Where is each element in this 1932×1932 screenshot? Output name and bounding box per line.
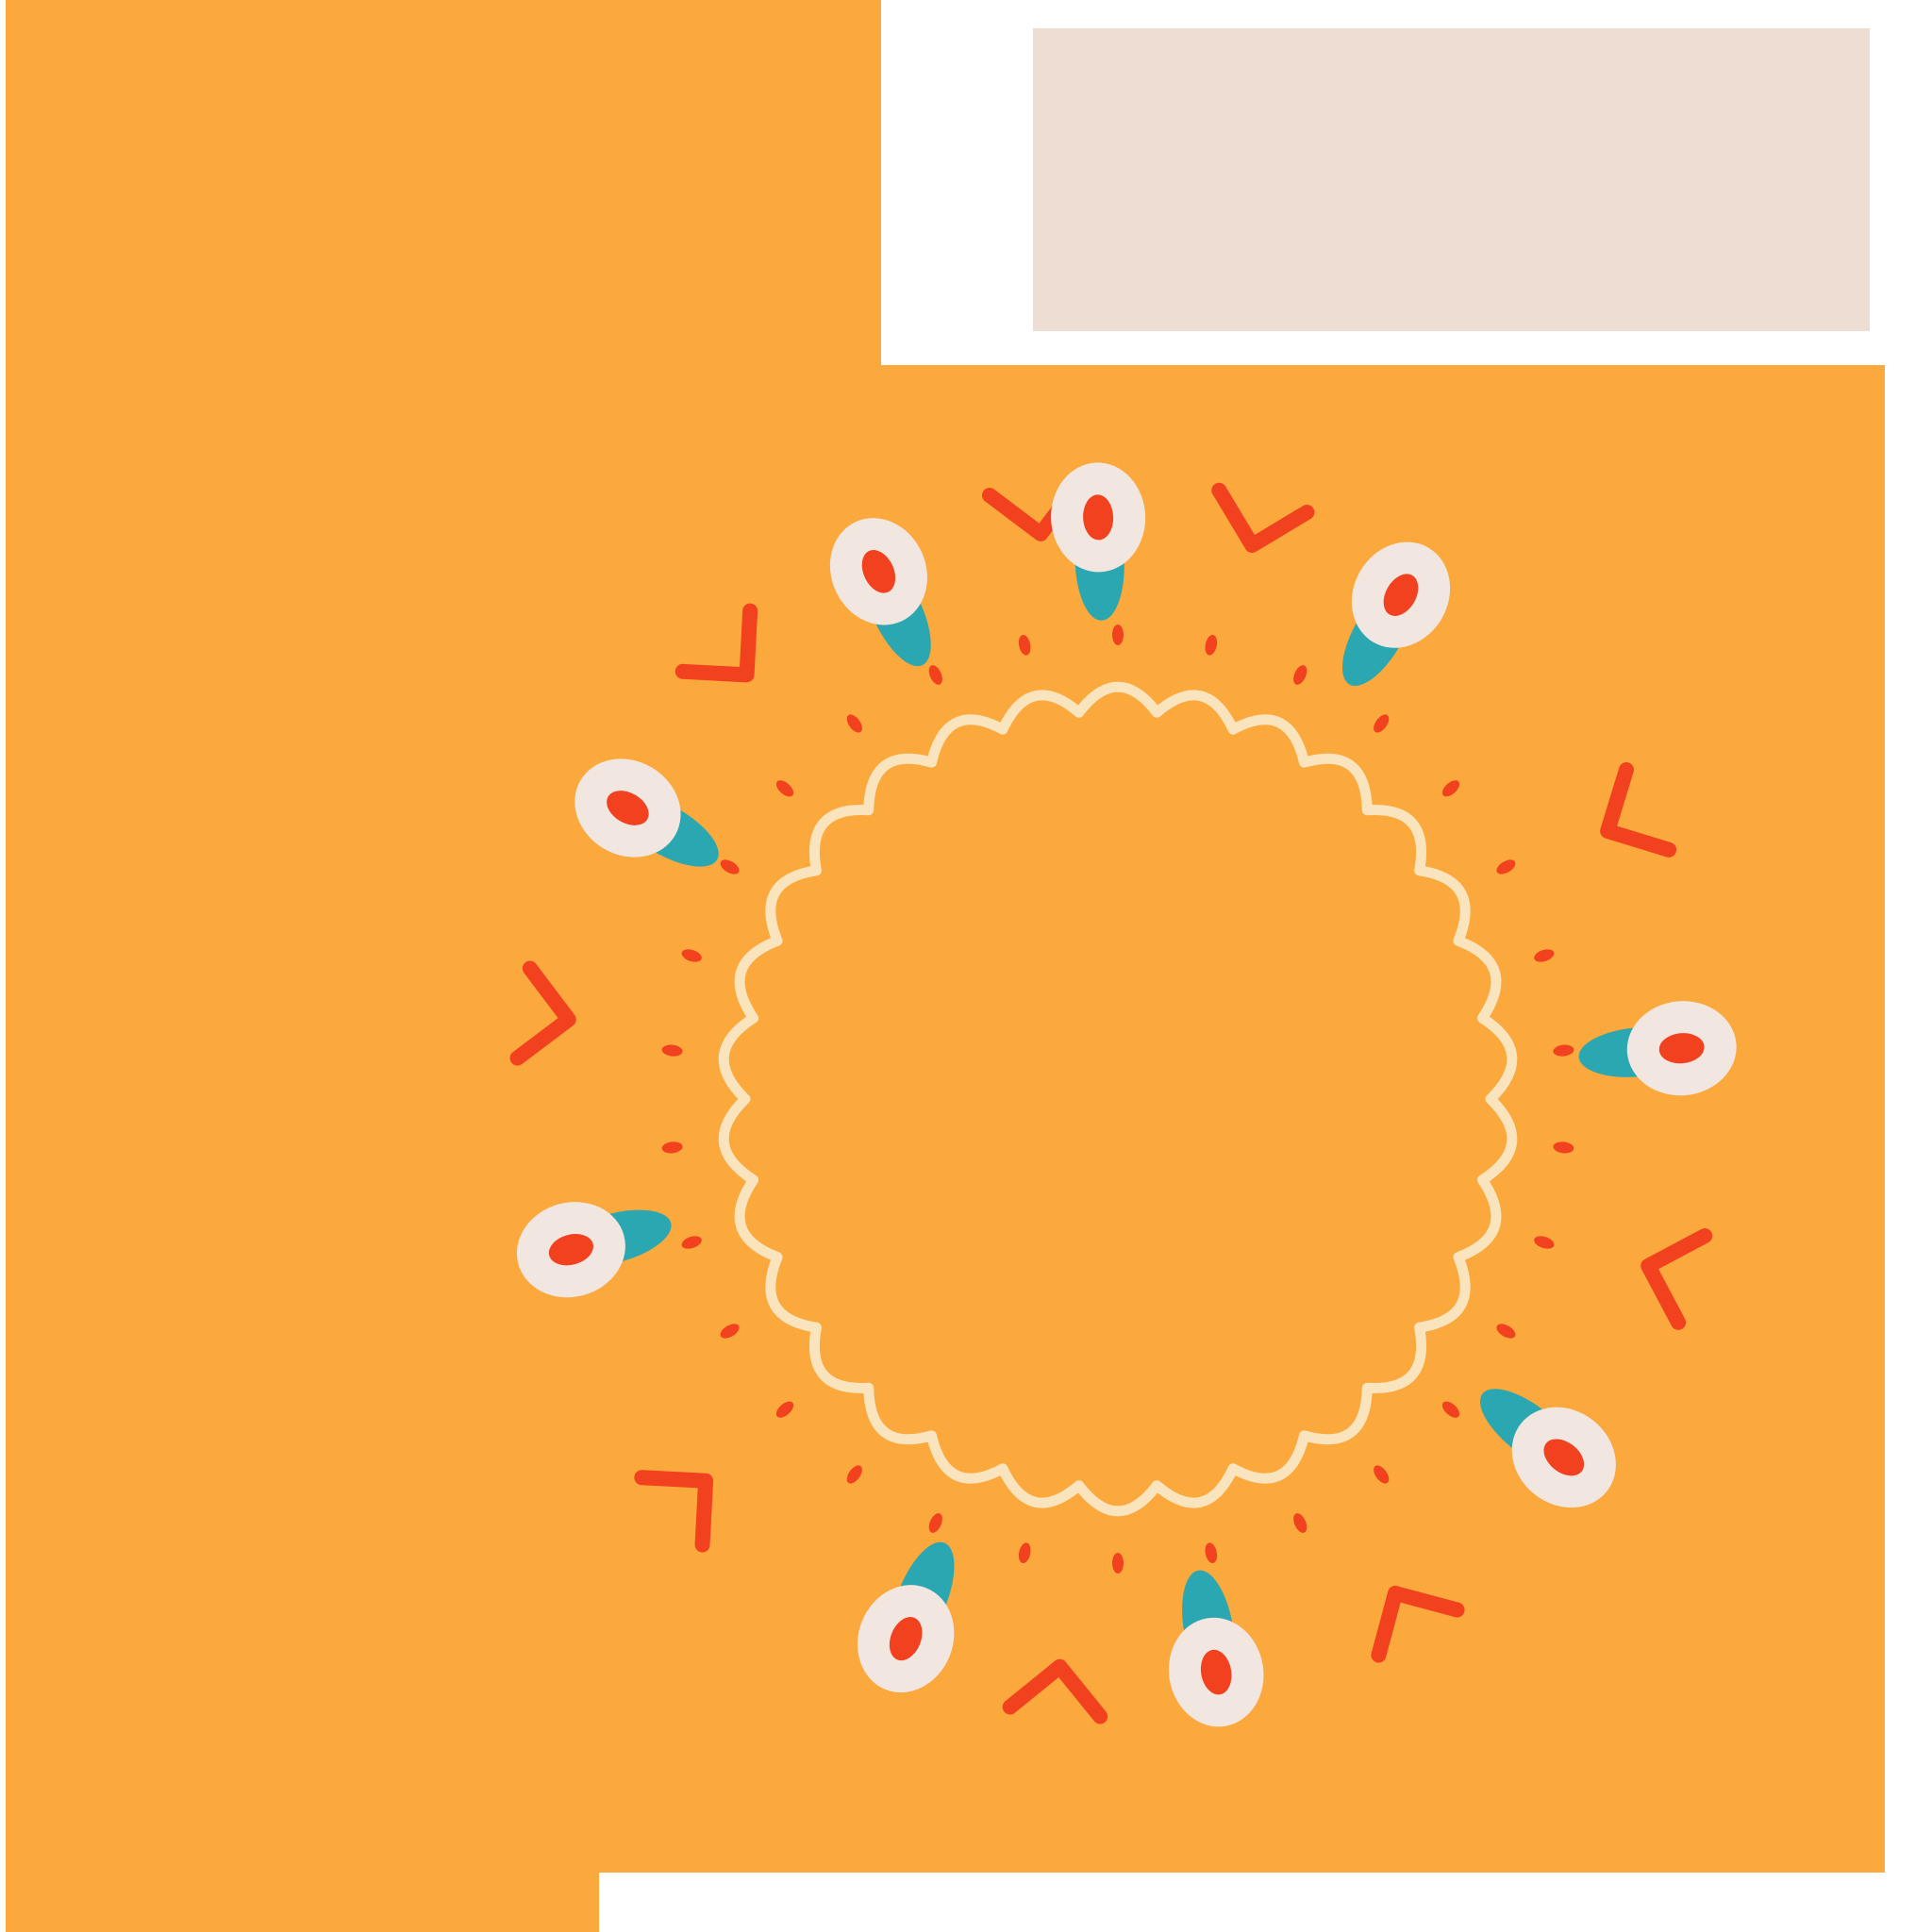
chevron-mark (1371, 1585, 1465, 1663)
eye-petal (1578, 1001, 1737, 1096)
chevron-mark (1211, 482, 1315, 553)
red-pupil (548, 1234, 593, 1266)
chevron-mark (1600, 762, 1677, 858)
dot-mark (846, 1465, 862, 1484)
chevron-marks (509, 475, 1713, 1724)
eye-petal (829, 518, 931, 667)
dot-mark (775, 780, 794, 797)
eye-petal (858, 1541, 955, 1693)
dot-mark (1534, 1236, 1555, 1249)
dot-marks (661, 625, 1574, 1574)
dot-mark (1205, 1542, 1218, 1564)
red-pupil (1543, 1439, 1585, 1476)
dot-mark (1018, 1542, 1031, 1564)
eye-petal (1051, 462, 1146, 621)
dot-mark (1496, 859, 1516, 874)
chevron-mark (1641, 1228, 1713, 1330)
red-pupil (1658, 1033, 1705, 1064)
dot-mark (1496, 1324, 1516, 1339)
dot-mark (1293, 1513, 1307, 1533)
eye-petal (1168, 1570, 1264, 1727)
eye-petal (1479, 1389, 1616, 1508)
red-pupil (1383, 574, 1419, 616)
chevron-mark (1002, 1658, 1108, 1724)
dot-mark (1553, 1044, 1574, 1057)
eye-petal (575, 758, 719, 867)
red-pupil (607, 791, 649, 825)
dot-mark (1374, 1465, 1390, 1484)
dot-mark (928, 1513, 942, 1533)
scalloped-ring (718, 681, 1518, 1517)
dot-mark (661, 1044, 683, 1057)
dot-mark (928, 665, 942, 685)
cream-card (1033, 28, 1870, 331)
red-pupil (861, 550, 896, 593)
eye-petals (516, 462, 1737, 1727)
ring-scallop-path (718, 681, 1518, 1517)
red-pupil (1083, 494, 1114, 541)
dot-mark (1205, 634, 1218, 656)
chevron-mark (675, 603, 758, 683)
dot-mark (720, 1324, 740, 1339)
dot-mark (1293, 665, 1307, 685)
dot-mark (681, 1236, 702, 1249)
eye-petal (1341, 541, 1451, 687)
dot-mark (1374, 714, 1390, 733)
chevron-mark (634, 1470, 714, 1553)
dot-mark (1112, 625, 1124, 645)
red-pupil (1200, 1649, 1232, 1695)
dot-mark (775, 1401, 794, 1418)
eye-petal (516, 1202, 672, 1298)
dot-mark (661, 1141, 683, 1154)
dot-mark (720, 859, 740, 874)
dot-mark (1018, 634, 1031, 656)
dot-mark (846, 714, 862, 733)
dot-mark (1553, 1141, 1574, 1154)
chevron-mark (509, 960, 576, 1066)
dot-mark (1112, 1553, 1124, 1574)
dot-mark (1441, 780, 1460, 797)
red-pupil (889, 1617, 923, 1661)
dot-mark (681, 949, 702, 962)
dot-mark (1534, 949, 1555, 962)
dot-mark (1441, 1401, 1460, 1418)
